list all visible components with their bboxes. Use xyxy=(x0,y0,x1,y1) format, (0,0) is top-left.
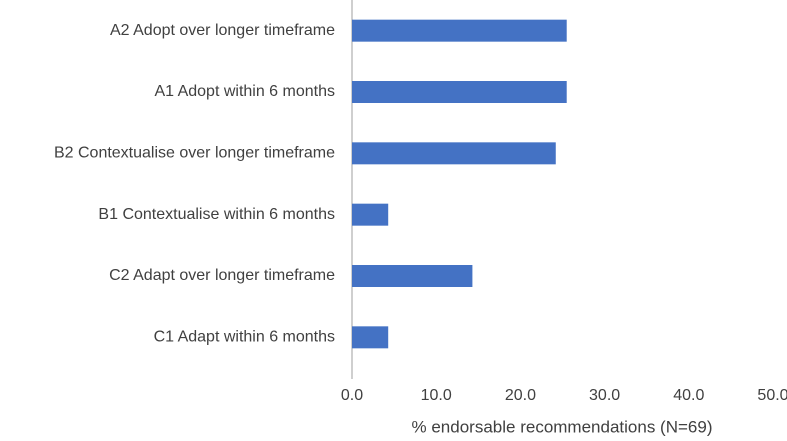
bar xyxy=(352,203,389,226)
x-tick-label: 0.0 xyxy=(341,387,363,404)
y-tick-label: B1 Contextualise within 6 months xyxy=(98,206,335,223)
x-tick-label: 10.0 xyxy=(421,387,452,404)
bar xyxy=(352,81,567,103)
bar xyxy=(352,265,473,287)
y-tick-label: B2 Contextualise over longer timeframe xyxy=(54,145,335,162)
y-tick-label: C2 Adapt over longer timeframe xyxy=(109,267,335,284)
y-tick-label: A2 Adopt over longer timeframe xyxy=(110,22,335,39)
x-tick-label: 20.0 xyxy=(505,387,536,404)
bar xyxy=(352,142,556,165)
y-tick-label: C1 Adapt within 6 months xyxy=(154,329,335,346)
x-tick-label: 40.0 xyxy=(673,387,704,404)
x-tick-label: 50.0 xyxy=(757,387,787,404)
bar xyxy=(352,326,389,349)
x-tick-label: 30.0 xyxy=(589,387,620,404)
y-tick-label: A1 Adopt within 6 months xyxy=(154,83,335,100)
bar xyxy=(352,19,567,42)
x-axis-title: % endorsable recommendations (N=69) xyxy=(412,417,713,436)
